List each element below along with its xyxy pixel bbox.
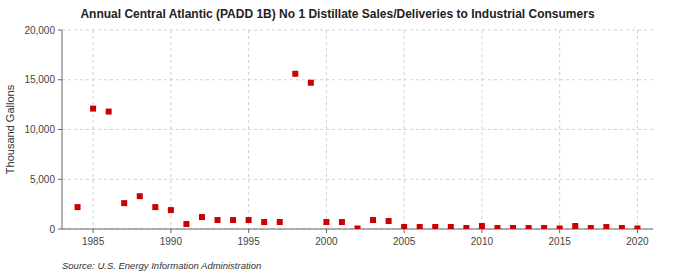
x-grid-line (559, 30, 560, 229)
y-tick-label: 5,000 (30, 174, 55, 185)
point (261, 219, 267, 225)
chart: Annual Central Atlantic (PADD 1B) No 1 D… (0, 0, 675, 275)
point (215, 217, 221, 223)
x-tick-label: 2020 (626, 236, 649, 247)
point (541, 225, 547, 229)
point (199, 214, 205, 220)
y-axis-line (62, 30, 63, 229)
point (323, 219, 329, 225)
y-grid-line (62, 129, 653, 130)
point (152, 204, 158, 210)
y-tick-label: 10,000 (24, 124, 55, 135)
y-tick-label: 0 (49, 224, 55, 235)
point (619, 225, 625, 229)
point (448, 224, 454, 229)
x-tick-label: 2000 (315, 236, 338, 247)
point (557, 226, 563, 229)
point (588, 225, 594, 229)
point (355, 226, 361, 229)
point (277, 219, 283, 225)
x-grid-line (481, 30, 482, 229)
point (230, 217, 236, 223)
point (386, 218, 392, 224)
x-tick-label: 1995 (238, 236, 261, 247)
x-grid-line (248, 30, 249, 229)
x-grid-line (170, 30, 171, 229)
point (479, 223, 485, 229)
x-tick (326, 229, 327, 233)
x-tick (170, 229, 171, 233)
title: Annual Central Atlantic (PADD 1B) No 1 D… (80, 7, 594, 21)
point (292, 71, 298, 77)
y-grid-line (62, 30, 653, 31)
x-tick (93, 229, 94, 233)
x-grid-line (326, 30, 327, 229)
x-tick (481, 229, 482, 233)
y-tick-label: 15,000 (24, 74, 55, 85)
x-tick-label: 2010 (471, 236, 494, 247)
x-tick-label: 1985 (82, 236, 105, 247)
point (432, 224, 438, 229)
point (634, 226, 640, 229)
point (603, 224, 609, 229)
point (417, 224, 423, 229)
point (308, 80, 314, 86)
x-tick-label: 1990 (160, 236, 183, 247)
x-grid-line (637, 30, 638, 229)
point (401, 224, 407, 229)
point (75, 204, 81, 210)
x-tick (248, 229, 249, 233)
point (370, 217, 376, 223)
y-grid-line (62, 179, 653, 180)
point (183, 221, 189, 227)
point (494, 225, 500, 229)
point (121, 200, 127, 206)
source: Source: U.S. Energy Information Administ… (62, 260, 261, 271)
point (463, 225, 469, 229)
y-tick (58, 30, 62, 31)
y-axis-label: Thousand Gallons (4, 84, 16, 174)
point (168, 207, 174, 213)
axes: 0 5,000 10,000 15,000 20,000 1985 1990 1995 2000… (24, 25, 653, 248)
y-tick-label: 20,000 (24, 25, 55, 36)
points (75, 71, 641, 229)
point (90, 106, 96, 112)
x-grid-line (404, 30, 405, 229)
x-tick (559, 229, 560, 233)
point (572, 223, 578, 229)
point (526, 225, 532, 229)
point (137, 193, 143, 199)
x-grid-line (93, 30, 94, 229)
point (510, 225, 516, 229)
y-tick (58, 179, 62, 180)
y-grid-line (62, 79, 653, 80)
y-tick (58, 79, 62, 80)
x-tick (637, 229, 638, 233)
x-tick (404, 229, 405, 233)
x-tick-label: 2015 (549, 236, 572, 247)
grid (62, 30, 653, 229)
point (246, 217, 252, 223)
y-tick (58, 129, 62, 130)
x-tick-label: 2005 (393, 236, 416, 247)
point (339, 219, 345, 225)
y-tick (58, 229, 62, 230)
point (106, 109, 112, 115)
